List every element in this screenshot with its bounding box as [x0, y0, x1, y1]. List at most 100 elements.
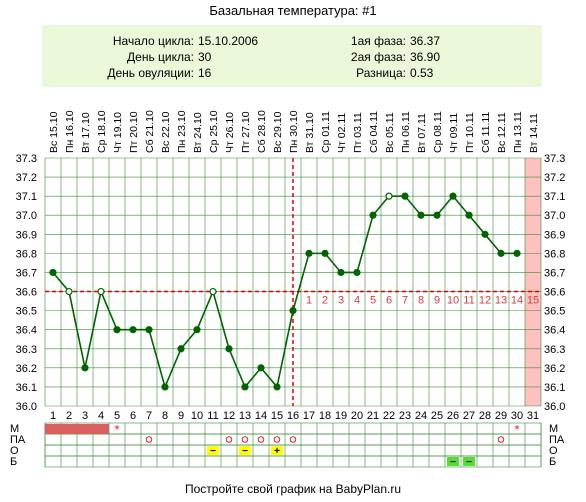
o-marker-symbol: −: [242, 446, 248, 457]
day-number: 21: [367, 410, 379, 422]
info-value: 36.37: [410, 34, 440, 48]
date-label: Пн 23.10: [176, 110, 188, 153]
pa-marker: [273, 436, 281, 443]
row-label-right: Б: [549, 456, 556, 468]
date-label: Вт 17.10: [80, 112, 92, 153]
b-marker: [463, 457, 475, 466]
day-number: 14: [255, 410, 267, 422]
date-label: Вс 22.10: [160, 111, 172, 153]
info-value: 0.53: [410, 66, 434, 80]
date-label: Ср 25.10: [208, 110, 220, 153]
day-number: 30: [511, 410, 523, 422]
day-number: 31: [527, 410, 539, 422]
date-label: Сб 11.11: [480, 112, 492, 153]
y-tick-label-right: 36.8: [544, 248, 565, 260]
temperature-point: [481, 230, 489, 238]
day-number: 15: [271, 410, 283, 422]
phase2-day-label: 4: [354, 295, 360, 307]
y-tick-label-right: 36.5: [544, 306, 565, 318]
menstruation-bar: [45, 424, 109, 434]
y-tick-label: 36.7: [16, 267, 37, 279]
info-label: День овуляции:: [107, 66, 194, 80]
date-label: Сб 21.10: [144, 110, 156, 153]
y-tick-label: 37.0: [16, 210, 37, 222]
temperature-point: [433, 211, 441, 219]
day-number: 11: [207, 410, 218, 422]
date-label: Вт 14.11: [528, 113, 540, 153]
y-tick-label-right: 36.0: [544, 401, 565, 413]
day-number: 23: [399, 410, 411, 422]
info-label: 1ая фаза:: [351, 34, 406, 48]
info-value: 15.10.2006: [198, 34, 258, 48]
day-number: 17: [303, 410, 315, 422]
day-number: 24: [415, 410, 427, 422]
y-tick-label-right: 36.1: [544, 382, 565, 394]
y-tick-label: 36.8: [16, 248, 37, 260]
pa-marker: [225, 436, 233, 443]
date-label: Ср 01.11: [320, 111, 332, 153]
date-label: Пн 06.11: [400, 111, 412, 153]
b-marker: [447, 457, 459, 466]
info-label: Начало цикла:: [113, 34, 194, 48]
star-marker: *: [114, 422, 119, 437]
y-tick-label-right: 37.0: [544, 210, 565, 222]
date-label: Вт 31.10: [304, 112, 316, 153]
y-tick-label-right: 36.4: [544, 325, 565, 337]
y-tick-label-right: 37.3: [544, 153, 565, 165]
temperature-point: [417, 211, 425, 219]
day-number: 8: [162, 410, 168, 422]
day-number: 20: [351, 410, 363, 422]
date-label: Ср 08.11: [432, 111, 444, 153]
phase2-day-label: 10: [447, 295, 459, 307]
date-label: Пт 27.10: [240, 111, 252, 153]
temperature-point: [289, 307, 297, 315]
day-number: 7: [146, 410, 152, 422]
y-tick-label: 36.9: [16, 229, 37, 241]
info-panel: [42, 25, 542, 87]
date-label: Ср 18.10: [96, 110, 108, 153]
o-marker: [207, 446, 219, 455]
y-tick-label-right: 36.3: [544, 344, 565, 356]
row-label-left: О: [10, 445, 19, 457]
day-number: 19: [335, 410, 347, 422]
day-number: 6: [130, 410, 136, 422]
date-label: Пт 03.11: [352, 112, 364, 153]
info-value: 36.90: [410, 50, 440, 64]
date-label: Пт 10.11: [464, 112, 476, 153]
temperature-point: [513, 249, 521, 257]
date-label: Вс 29.10: [272, 111, 284, 153]
day-number: 10: [191, 410, 203, 422]
row-label-right: ПА: [549, 434, 565, 446]
b-marker-symbol: −: [466, 457, 472, 468]
phase2-day-label: 11: [463, 295, 474, 307]
pa-marker: [497, 436, 505, 443]
day-number: 3: [82, 410, 88, 422]
date-label: Пт 20.10: [128, 111, 140, 153]
temperature-point: [97, 287, 105, 296]
phase2-day-label: 8: [418, 295, 424, 307]
pa-marker: [241, 436, 249, 443]
temperature-point: [81, 364, 89, 372]
temperature-point: [465, 211, 473, 219]
phase2-day-label: 5: [370, 295, 376, 307]
temperature-point: [129, 326, 137, 334]
day-number: 29: [495, 410, 507, 422]
phase2-day-label: 15: [527, 295, 539, 307]
star-marker: *: [514, 422, 519, 437]
day-number: 13: [239, 410, 251, 422]
temperature-point: [225, 345, 233, 353]
info-label: Разница:: [356, 66, 406, 80]
date-label: Пн 13.11: [512, 111, 524, 153]
b-marker-symbol: −: [450, 457, 456, 468]
y-tick-label: 36.1: [16, 382, 37, 394]
pa-marker: [289, 436, 297, 443]
date-label: Чт 26.10: [224, 112, 236, 153]
y-tick-label: 37.3: [16, 153, 37, 165]
phase2-day-label: 7: [402, 295, 408, 307]
y-tick-label: 36.3: [16, 344, 37, 356]
day-number: 12: [223, 410, 235, 422]
y-tick-label-right: 36.6: [544, 287, 565, 299]
day-number: 5: [114, 410, 120, 422]
